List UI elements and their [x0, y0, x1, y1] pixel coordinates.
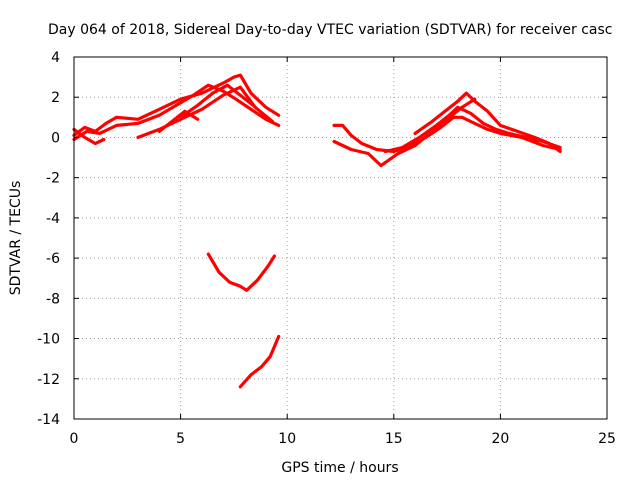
series-line-sat-f	[179, 83, 255, 119]
plot-frame	[73, 56, 608, 420]
x-axis-label: GPS time / hours	[281, 460, 398, 476]
series-line-sat-e	[157, 109, 200, 133]
x-tick-label: 15	[385, 431, 403, 447]
x-tick-label: 10	[278, 431, 296, 447]
series-line-sat-c	[72, 127, 106, 146]
series-group	[72, 73, 562, 389]
series-line-sat-j	[332, 97, 477, 168]
series-line-sat-h	[238, 334, 281, 389]
series-line-sat-l	[413, 91, 562, 154]
series-line-sat-b	[72, 83, 281, 142]
series-line-sat-a	[72, 73, 281, 137]
y-tick-label: -10	[37, 332, 60, 348]
series-line-sat-i	[332, 115, 456, 154]
series-line-sat-m	[434, 115, 562, 152]
y-tick-label: -8	[46, 291, 60, 307]
y-tick-label: 2	[51, 90, 60, 106]
y-tick-label: 4	[51, 50, 60, 66]
x-tick-label: 5	[176, 431, 185, 447]
x-tick-label: 25	[598, 431, 616, 447]
axis-ticks	[73, 56, 608, 420]
y-tick-label: -14	[37, 412, 60, 428]
x-tick-label: 20	[491, 431, 509, 447]
y-tick-label: 0	[51, 130, 60, 146]
series-line-sat-g	[206, 252, 276, 292]
y-tick-label: -4	[46, 211, 60, 227]
x-tick-label: 0	[70, 431, 79, 447]
y-tick-label: -6	[46, 251, 60, 267]
y-tick-label: -12	[37, 372, 60, 388]
grid	[74, 57, 607, 419]
y-tick-label: -2	[46, 171, 60, 187]
chart-title: Day 064 of 2018, Sidereal Day-to-day VTE…	[48, 22, 612, 38]
y-axis-label: SDTVAR / TECUs	[8, 181, 24, 296]
